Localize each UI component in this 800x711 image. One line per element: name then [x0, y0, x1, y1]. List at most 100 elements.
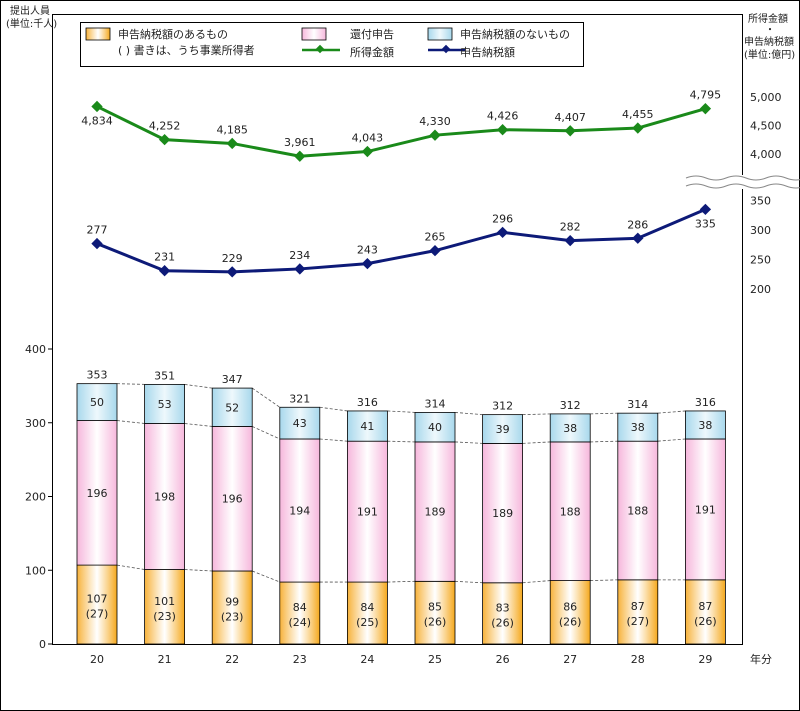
tax-line: [96, 207, 706, 274]
bar-segment-taxed: [279, 581, 321, 645]
bar-total-label: 353: [87, 369, 108, 382]
x-tick-label: 27: [563, 653, 577, 666]
x-tick-label: 21: [158, 653, 172, 666]
bar-sub-label-business: (26): [694, 615, 717, 628]
left-axis-tick-label: 0: [39, 638, 46, 651]
bar-value-label-refund: 189: [425, 506, 446, 519]
bar-value-label-untaxed: 39: [496, 423, 510, 436]
bar-value-label-untaxed: 40: [428, 421, 442, 434]
bar-value-label-taxed: 87: [698, 600, 712, 613]
tax-point: [429, 244, 441, 257]
right-axis-tax-tick-label: 250: [750, 254, 771, 267]
right-axis-tax-tick-label: 350: [750, 195, 771, 208]
income-point: [429, 129, 441, 141]
bar-sub-label-business: (23): [153, 610, 176, 623]
income-point: [226, 137, 238, 150]
bar-segment-untaxed: [414, 412, 456, 443]
left-axis-label-line2: (単位:千人): [6, 17, 57, 30]
bar-segment-untaxed: [211, 387, 253, 427]
income-data-label: 4,185: [216, 123, 248, 136]
bar-sub-label-business: (27): [86, 608, 109, 621]
bar-segment-untaxed: [617, 412, 659, 442]
bar-value-label-taxed: 101: [154, 595, 175, 608]
tax-point: [496, 226, 509, 239]
income-data-label: 3,961: [284, 136, 316, 149]
right-axis-income-tick-label: 4,500: [750, 120, 782, 133]
bar-segment-taxed: [617, 579, 659, 645]
bar-sub-label-business: (26): [559, 615, 582, 628]
bar-value-label-taxed: 86: [563, 600, 577, 613]
tax-data-label: 265: [425, 231, 446, 244]
tax-data-label: 243: [357, 244, 378, 257]
bar-value-label-untaxed: 52: [225, 401, 239, 414]
tax-point: [699, 203, 712, 216]
bar-total-label: 314: [425, 397, 446, 410]
bars: 107 (27) 196 50 353 101 (23) 198 53 351 99 (23) 196 5…: [76, 369, 726, 645]
tax-data-label: 296: [492, 212, 513, 225]
left-axis-tick-label: 400: [25, 343, 46, 356]
bar-segment-untaxed: [346, 410, 388, 442]
right-axis-tax-tick-label: 200: [750, 283, 771, 296]
left-axis-label-line1: 提出人員: [10, 4, 50, 17]
bar-value-label-refund: 191: [357, 506, 378, 519]
legend-label-refund: 還付申告: [350, 28, 394, 41]
tax-point: [632, 232, 644, 244]
legend-box: [80, 22, 584, 67]
bar-value-label-refund: 188: [627, 505, 648, 518]
bar-segment-taxed: [144, 569, 186, 645]
bar-value-label-untaxed: 41: [360, 420, 374, 433]
tax-point: [226, 266, 238, 278]
bar-sub-label-business: (24): [289, 616, 312, 629]
bar-total-label: 347: [222, 373, 243, 386]
stack-connector-line: [252, 426, 280, 440]
bar-segment-taxed: [685, 579, 726, 645]
x-tick-label: 28: [631, 653, 645, 666]
tax-point: [361, 257, 374, 270]
lines: 4,834 4,252 4,185 3,961 4,043 4,330 4,426 4,407…: [81, 89, 721, 278]
bar-value-label-untaxed: 43: [293, 417, 307, 430]
bar-value-label-taxed: 107: [87, 593, 108, 606]
x-tick-label: 24: [360, 653, 374, 666]
bar-total-label: 314: [627, 398, 648, 411]
bar-segment-refund: [76, 420, 118, 566]
income-data-label: 4,795: [690, 89, 722, 102]
bar-segment-taxed: [414, 580, 456, 645]
plot-box: [52, 14, 743, 645]
bar-segment-refund: [414, 441, 456, 582]
right-axis-unit-label: (単位:億円): [744, 48, 795, 61]
x-tick-label: 23: [293, 653, 307, 666]
legend-marker-tax: [441, 44, 451, 54]
bar-value-label-taxed: 85: [428, 601, 442, 614]
income-line: [96, 105, 706, 158]
stack-connectors: [116, 383, 686, 584]
legend-label-income: 所得金額: [350, 45, 394, 59]
legend-marker-income: [315, 44, 325, 54]
x-tick-label: 26: [496, 653, 510, 666]
bar-value-label-refund: 189: [492, 507, 513, 520]
right-axis-upper-label: 所得金額: [748, 12, 788, 25]
bar-value-label-refund: 196: [87, 487, 108, 500]
tax-data-label: 234: [289, 249, 310, 262]
left-axis-tick-label: 300: [25, 417, 46, 430]
left-axis-tick-label: 200: [25, 491, 46, 504]
bar-segment-refund: [685, 438, 726, 581]
x-tick-label: 22: [225, 653, 239, 666]
bar-sub-label-business: (25): [356, 616, 379, 629]
income-point: [158, 133, 171, 146]
axis-break-mark: [684, 175, 800, 189]
x-axis-unit: 年分: [750, 652, 772, 666]
bar-value-label-taxed: 84: [293, 601, 307, 614]
income-data-label: 4,455: [622, 108, 654, 121]
tax-point: [294, 263, 306, 275]
right-axis-income-tick-label: 4,000: [750, 148, 782, 161]
bar-value-label-taxed: 99: [225, 595, 239, 608]
bar-total-label: 312: [560, 399, 581, 412]
stack-connector-line: [251, 387, 281, 408]
bar-segment-refund: [617, 440, 659, 581]
bar-segment-taxed: [76, 564, 118, 645]
income-point: [361, 145, 374, 158]
bar-value-label-untaxed: 38: [698, 419, 712, 432]
income-data-label: 4,426: [487, 110, 519, 123]
